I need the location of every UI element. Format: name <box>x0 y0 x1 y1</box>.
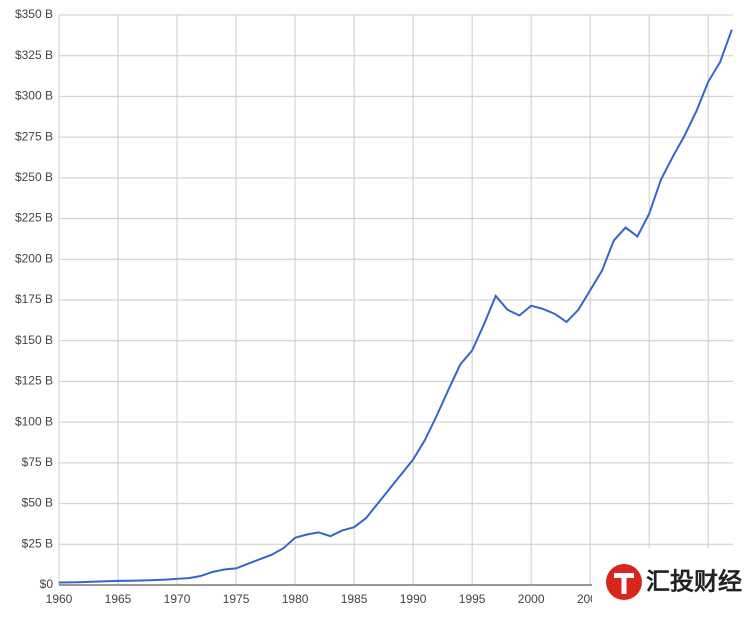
y-tick-label: $0 <box>40 577 54 591</box>
line <box>58 29 733 584</box>
y-tick-label: $25 B <box>22 536 53 550</box>
y-tick-label: $300 B <box>15 89 53 103</box>
y-tick-label: $75 B <box>22 455 53 469</box>
x-tick-label: 1970 <box>164 592 191 606</box>
y-tick-label: $175 B <box>15 292 53 306</box>
watermark-logo-t <box>614 573 634 594</box>
y-tick-label: $150 B <box>15 333 53 347</box>
x-tick-label: 1990 <box>400 592 427 606</box>
x-tick-label: 1960 <box>46 592 73 606</box>
y-tick-label: $200 B <box>15 251 53 265</box>
y-tick-label: $325 B <box>15 48 53 62</box>
watermark: 汇投财经 <box>592 548 744 614</box>
y-tick-label: $125 B <box>15 374 53 388</box>
y-tick-label: $100 B <box>15 414 53 428</box>
y-tick-label: $225 B <box>15 211 53 225</box>
plot: $0 $25 B $50 B $75 B $100 B $125 B $150 B $175 … <box>15 7 733 606</box>
x-tick-label: 1975 <box>223 592 250 606</box>
y-tick-label: $275 B <box>15 129 53 143</box>
x-tick-label: 1980 <box>282 592 309 606</box>
x-tick-label: 2000 <box>518 592 545 606</box>
x-tick-label: 1995 <box>459 592 486 606</box>
y-tick-label: $250 B <box>15 170 53 184</box>
watermark-text: 汇投财经 <box>646 567 742 595</box>
x-tick-label: 1985 <box>341 592 368 606</box>
x-tick-label: 1965 <box>105 592 132 606</box>
y-tick-label: $350 B <box>15 7 53 21</box>
y-tick-label: $50 B <box>22 496 53 510</box>
